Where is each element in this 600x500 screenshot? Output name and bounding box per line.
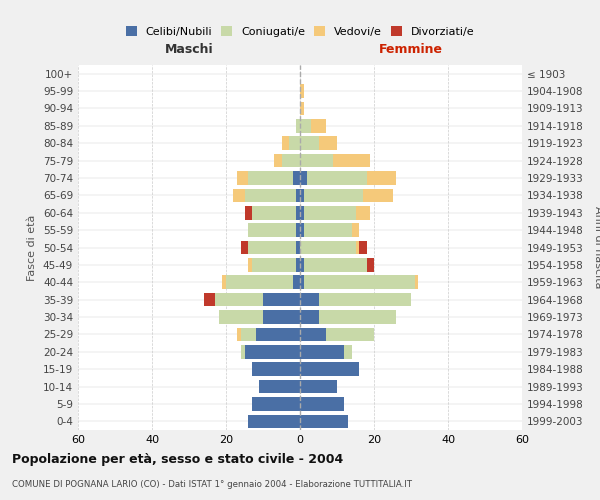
Bar: [307, 171, 367, 185]
Bar: [300, 102, 304, 115]
Bar: [252, 397, 300, 410]
Bar: [334, 154, 370, 168]
Bar: [252, 258, 296, 272]
Bar: [367, 258, 374, 272]
Bar: [245, 345, 300, 358]
Bar: [319, 310, 396, 324]
Bar: [245, 188, 296, 202]
Bar: [355, 240, 359, 254]
Y-axis label: Fasce di età: Fasce di età: [28, 214, 37, 280]
Bar: [263, 293, 300, 306]
Bar: [300, 258, 304, 272]
Bar: [274, 154, 281, 168]
Legend: Celibi/Nubili, Coniugati/e, Vedovi/e, Divorziati/e: Celibi/Nubili, Coniugati/e, Vedovi/e, Di…: [122, 23, 478, 40]
Bar: [281, 136, 289, 150]
Bar: [304, 258, 367, 272]
Bar: [300, 154, 334, 168]
Bar: [352, 224, 359, 237]
Bar: [218, 310, 263, 324]
Bar: [300, 362, 359, 376]
Bar: [300, 188, 304, 202]
Text: COMUNE DI POGNANA LARIO (CO) - Dati ISTAT 1° gennaio 2004 - Elaborazione TUTTITA: COMUNE DI POGNANA LARIO (CO) - Dati ISTA…: [12, 480, 412, 489]
Bar: [304, 188, 363, 202]
Bar: [300, 84, 304, 98]
Bar: [248, 240, 296, 254]
Bar: [300, 310, 319, 324]
Bar: [344, 345, 352, 358]
Bar: [296, 188, 300, 202]
Bar: [296, 258, 300, 272]
Bar: [304, 206, 355, 220]
Bar: [359, 240, 367, 254]
Bar: [296, 224, 300, 237]
Bar: [248, 224, 296, 237]
Bar: [204, 293, 215, 306]
Bar: [300, 414, 348, 428]
Bar: [233, 188, 245, 202]
Text: Maschi: Maschi: [164, 44, 214, 57]
Bar: [300, 276, 304, 289]
Bar: [289, 136, 300, 150]
Bar: [296, 206, 300, 220]
Y-axis label: Anni di nascita: Anni di nascita: [593, 206, 600, 289]
Bar: [300, 328, 326, 341]
Bar: [300, 206, 304, 220]
Bar: [241, 328, 256, 341]
Bar: [300, 397, 344, 410]
Bar: [252, 206, 296, 220]
Bar: [237, 328, 241, 341]
Bar: [300, 136, 319, 150]
Bar: [248, 171, 293, 185]
Bar: [256, 328, 300, 341]
Bar: [223, 276, 226, 289]
Bar: [300, 171, 307, 185]
Bar: [245, 206, 252, 220]
Bar: [319, 136, 337, 150]
Bar: [367, 171, 396, 185]
Bar: [304, 276, 415, 289]
Bar: [252, 362, 300, 376]
Bar: [241, 240, 248, 254]
Text: Femmine: Femmine: [379, 44, 443, 57]
Bar: [259, 380, 300, 394]
Bar: [296, 240, 300, 254]
Bar: [355, 206, 370, 220]
Bar: [319, 293, 411, 306]
Bar: [326, 328, 374, 341]
Bar: [304, 224, 352, 237]
Bar: [248, 258, 252, 272]
Bar: [293, 276, 300, 289]
Bar: [237, 171, 248, 185]
Bar: [415, 276, 418, 289]
Bar: [300, 380, 337, 394]
Bar: [300, 293, 319, 306]
Bar: [293, 171, 300, 185]
Bar: [300, 224, 304, 237]
Bar: [300, 119, 311, 132]
Bar: [363, 188, 392, 202]
Bar: [226, 276, 293, 289]
Bar: [263, 310, 300, 324]
Bar: [248, 414, 300, 428]
Bar: [311, 119, 326, 132]
Bar: [300, 240, 355, 254]
Bar: [241, 345, 245, 358]
Bar: [296, 119, 300, 132]
Bar: [215, 293, 263, 306]
Bar: [300, 345, 344, 358]
Text: Popolazione per età, sesso e stato civile - 2004: Popolazione per età, sesso e stato civil…: [12, 452, 343, 466]
Bar: [281, 154, 300, 168]
